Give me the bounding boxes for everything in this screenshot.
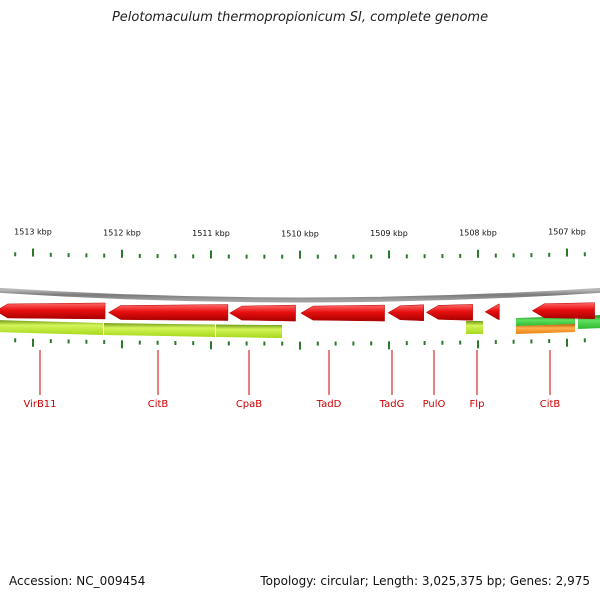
gene-arrows[interactable] (0, 302, 595, 322)
scale-labels: 1513 kbp 1512 kbp 1511 kbp 1510 kbp 1509 kbp… (14, 227, 586, 238)
orange-track-segment (516, 324, 575, 334)
gene-arrow-tadd[interactable] (300, 304, 385, 322)
gene-label: PulO (423, 399, 446, 410)
gene-label: Flp (470, 399, 485, 410)
gene-label: TadG (379, 399, 405, 410)
gene-label: CitB (540, 399, 561, 410)
gene-arrow-virb11[interactable] (0, 302, 106, 320)
gene-arrow-citb[interactable] (531, 302, 595, 319)
scale-label: 1509 kbp (370, 229, 408, 238)
genome-title: Pelotomaculum thermopropionicum SI, comp… (111, 10, 489, 25)
scale-label: 1510 kbp (281, 229, 319, 238)
lime-segment (466, 321, 483, 334)
gene-arrow-cpab[interactable] (229, 304, 296, 322)
accession-text: Accession: NC_009454 (9, 574, 146, 588)
gene-label: CpaB (236, 399, 262, 410)
gene-arrow-flp[interactable] (484, 303, 500, 321)
scale-ticks-inner (14, 338, 586, 350)
lime-segment (0, 320, 103, 335)
gene-label: TadD (316, 399, 342, 410)
lime-segment (104, 323, 215, 337)
gene-label: VirB11 (23, 399, 56, 410)
scale-label: 1508 kbp (459, 228, 497, 237)
scale-ticks-outer (14, 248, 586, 259)
scale-label: 1513 kbp (14, 227, 52, 236)
gene-label: CitB (148, 399, 169, 410)
scale-label: 1512 kbp (103, 228, 141, 237)
scale-label: 1511 kbp (192, 229, 230, 238)
gene-arrow-pulo[interactable] (425, 304, 473, 321)
genome-summary-text: Topology: circular; Length: 3,025,375 bp… (260, 574, 590, 588)
green-track-segment (516, 316, 575, 326)
gene-labels: VirB11 CitB CpaB TadD TadG PulO Flp CitB (23, 350, 560, 410)
scale-label: 1507 kbp (548, 227, 586, 236)
gene-arrow-tadg[interactable] (387, 304, 424, 322)
gene-arrow-citb[interactable] (108, 304, 229, 321)
genome-backbone (0, 287, 600, 303)
lime-segment (216, 324, 282, 338)
lime-track (0, 320, 483, 338)
